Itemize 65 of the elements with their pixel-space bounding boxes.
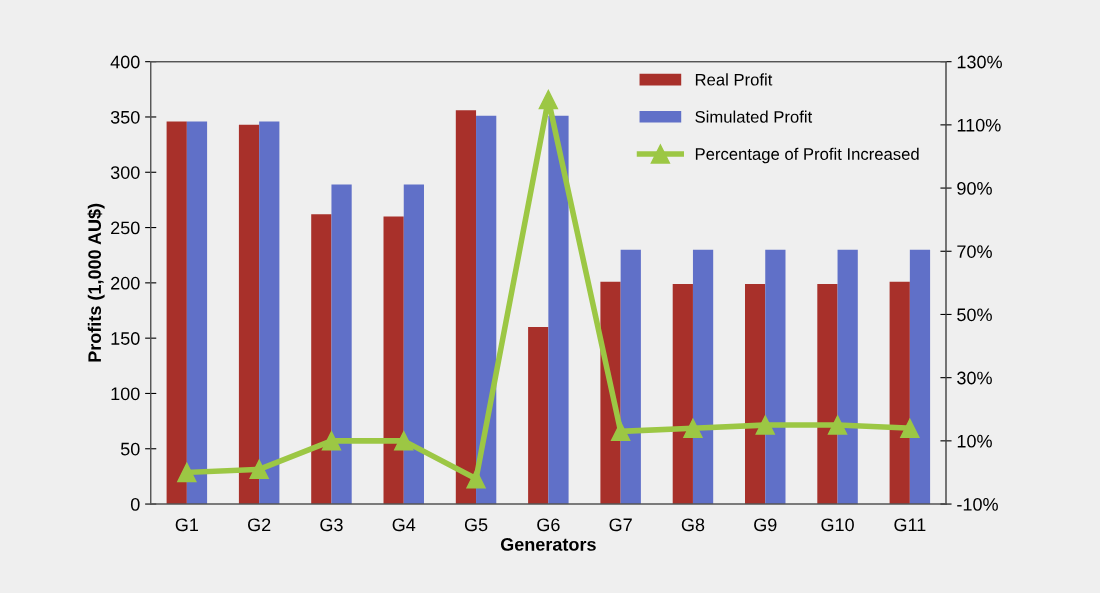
x-tick-label: G1 — [175, 518, 199, 532]
bar — [528, 327, 549, 505]
x-tick-label: G11 — [894, 518, 926, 532]
y2-tick-label: 130% — [957, 55, 1002, 69]
y2-tick-label: 10% — [957, 434, 992, 448]
y-tick-label: 300 — [110, 166, 140, 179]
bar — [620, 249, 641, 505]
y-axis-title: Profits (1,000 AU$) — [87, 203, 105, 362]
y-tick-label: 100 — [111, 387, 140, 401]
x-tick-label: G3 — [320, 518, 343, 532]
x-tick-label: G4 — [392, 518, 416, 532]
legend-label: Percentage of Profit Increased — [695, 147, 919, 164]
y-tick-label: 150 — [111, 332, 140, 345]
bar — [455, 110, 477, 505]
bar — [765, 249, 786, 505]
point — [827, 415, 848, 435]
x-tick-label: G6 — [537, 518, 560, 532]
bar — [403, 184, 424, 505]
point — [321, 431, 342, 451]
y-tick-label: 250 — [111, 221, 140, 235]
y-tick-label: 200 — [111, 276, 140, 290]
bar — [672, 283, 693, 505]
x-tick-label: G10 — [821, 518, 854, 532]
legend-label: Simulated Profit — [695, 110, 813, 123]
point — [900, 418, 920, 438]
point — [249, 459, 269, 480]
y-tick-label: 400 — [110, 55, 140, 69]
x-tick-label: G9 — [754, 518, 777, 532]
point — [610, 421, 631, 442]
y2-tick-label: 110% — [957, 118, 1001, 132]
point — [177, 462, 197, 483]
point — [538, 89, 559, 110]
point — [394, 431, 414, 451]
y2-tick-label: -10% — [957, 497, 998, 511]
bar — [817, 283, 838, 505]
point — [755, 415, 775, 435]
bar — [259, 121, 280, 505]
x-tick-label: G2 — [248, 518, 271, 532]
bar — [166, 121, 187, 505]
point — [466, 469, 486, 489]
y2-tick-label: 90% — [957, 182, 992, 195]
bar — [331, 184, 352, 505]
bar — [311, 214, 332, 505]
bar — [745, 283, 766, 505]
y-tick-label: 350 — [110, 110, 140, 124]
bar — [186, 121, 208, 505]
bar — [692, 249, 714, 505]
bar — [889, 281, 910, 505]
point — [683, 418, 703, 438]
bar — [238, 124, 260, 505]
y2-tick-label: 50% — [957, 308, 992, 322]
y-tick-label: 0 — [130, 497, 140, 511]
bar — [909, 249, 931, 505]
x-tick-label: G7 — [609, 518, 632, 532]
x-tick-label: G8 — [681, 518, 705, 532]
x-tick-label: G5 — [464, 518, 488, 532]
legend-label: Real Profit — [695, 73, 773, 86]
y-tick-label: 50 — [120, 442, 140, 456]
x-axis-title: Generators — [500, 538, 596, 551]
bar — [383, 216, 404, 505]
bar — [476, 115, 497, 505]
bar — [548, 115, 569, 505]
y2-tick-label: 70% — [957, 245, 992, 258]
bar — [837, 249, 858, 505]
y2-tick-label: 30% — [957, 371, 992, 385]
